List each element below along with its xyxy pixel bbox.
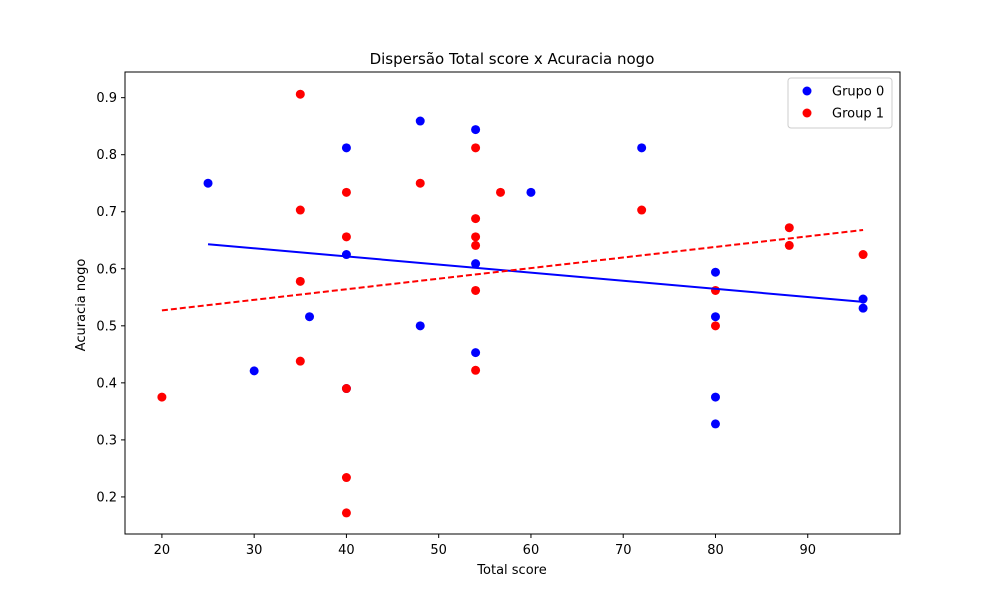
data-point <box>341 232 351 242</box>
data-point <box>295 276 305 286</box>
chart-title: Dispersão Total score x Acuracia nogo <box>370 50 655 68</box>
data-point <box>471 214 481 224</box>
data-point <box>249 366 259 376</box>
data-point <box>526 187 536 197</box>
data-point <box>784 240 794 250</box>
legend-marker <box>802 86 812 96</box>
data-point <box>471 143 481 153</box>
data-point <box>341 143 351 153</box>
y-tick-label: 0.6 <box>96 262 117 277</box>
data-point <box>415 116 425 126</box>
y-tick-label: 0.7 <box>96 205 117 220</box>
legend: Grupo 0 Group 1 <box>787 77 893 129</box>
x-tick-label: 80 <box>707 543 724 558</box>
data-point <box>295 205 305 215</box>
y-axis-label: Acuracia nogo <box>74 259 89 352</box>
axes: 20 30 40 50 60 70 80 90 0.2 0.3 0.4 0.5 0.6 0.7 0.8 0.9 <box>96 71 901 558</box>
x-tick-label: 30 <box>246 543 263 558</box>
data-point <box>710 419 720 429</box>
data-point <box>710 312 720 322</box>
plot-area <box>157 89 868 518</box>
data-point <box>471 285 481 295</box>
trend-line <box>161 228 864 312</box>
x-tick-label: 40 <box>338 543 355 558</box>
data-point <box>341 384 351 394</box>
y-tick-label: 0.3 <box>96 433 117 448</box>
y-tick-label: 0.5 <box>96 319 117 334</box>
legend-label: Grupo 0 <box>832 85 884 100</box>
data-point <box>415 178 425 188</box>
x-axis-label: Total score <box>476 563 546 578</box>
x-tick-label: 90 <box>799 543 816 558</box>
data-point <box>341 187 351 197</box>
legend-marker <box>802 108 812 118</box>
y-tick-label: 0.4 <box>96 376 117 391</box>
y-tick-label: 0.9 <box>96 91 117 106</box>
data-point <box>157 392 167 402</box>
data-point <box>710 285 720 295</box>
data-point <box>415 321 425 331</box>
data-point <box>471 348 481 358</box>
data-point <box>295 89 305 99</box>
data-point <box>341 473 351 483</box>
plot-frame <box>124 71 901 535</box>
data-point <box>341 508 351 518</box>
x-tick-label: 20 <box>154 543 171 558</box>
data-point <box>471 259 481 269</box>
data-point <box>295 356 305 366</box>
data-point <box>710 392 720 402</box>
data-point <box>471 240 481 250</box>
trend-line <box>207 243 864 303</box>
data-point <box>858 303 868 313</box>
data-point <box>710 267 720 277</box>
data-point <box>305 312 315 322</box>
x-tick-label: 60 <box>523 543 540 558</box>
data-point <box>637 143 647 153</box>
data-point <box>203 178 213 188</box>
data-point <box>471 125 481 135</box>
legend-label: Group 1 <box>832 107 884 122</box>
data-point <box>858 250 868 260</box>
data-point <box>784 223 794 233</box>
x-tick-label: 70 <box>615 543 632 558</box>
data-point <box>471 365 481 375</box>
data-point <box>710 321 720 331</box>
legend-box <box>787 77 893 129</box>
data-point <box>496 187 506 197</box>
y-tick-label: 0.8 <box>96 148 117 163</box>
x-tick-label: 50 <box>430 543 447 558</box>
data-point <box>471 232 481 242</box>
y-tick-label: 0.2 <box>96 490 117 505</box>
data-point <box>637 205 647 215</box>
